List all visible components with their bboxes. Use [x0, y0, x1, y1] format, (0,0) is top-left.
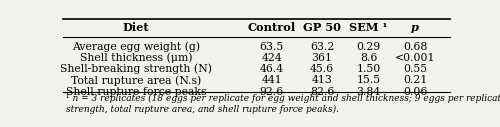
Text: Diet: Diet [123, 22, 150, 33]
Text: Shell rupture force peaks: Shell rupture force peaks [66, 86, 206, 97]
Text: Shell thickness (μm): Shell thickness (μm) [80, 52, 192, 63]
Text: 361: 361 [312, 53, 332, 63]
Text: ¹ n = 3 replicates (18 eggs per replicate for egg weight and shell thickness; 9 : ¹ n = 3 replicates (18 eggs per replicat… [66, 94, 500, 114]
Text: 1.50: 1.50 [356, 64, 381, 74]
Text: Total rupture area (N.s): Total rupture area (N.s) [71, 75, 201, 86]
Text: 0.55: 0.55 [403, 64, 427, 74]
Text: 63.5: 63.5 [260, 42, 284, 52]
Text: <0.001: <0.001 [395, 53, 436, 63]
Text: 424: 424 [262, 53, 282, 63]
Text: 8.6: 8.6 [360, 53, 378, 63]
Text: 0.29: 0.29 [356, 42, 381, 52]
Text: 92.6: 92.6 [260, 86, 284, 97]
Text: Shell-breaking strength (N): Shell-breaking strength (N) [60, 64, 212, 74]
Text: 413: 413 [312, 75, 332, 85]
Text: p: p [411, 22, 419, 33]
Text: 82.6: 82.6 [310, 86, 334, 97]
Text: 0.68: 0.68 [403, 42, 427, 52]
Text: 15.5: 15.5 [356, 75, 380, 85]
Text: 3.84: 3.84 [356, 86, 381, 97]
Text: Control: Control [248, 22, 296, 33]
Text: Average egg weight (g): Average egg weight (g) [72, 41, 200, 52]
Text: 46.4: 46.4 [260, 64, 284, 74]
Text: SEM ¹: SEM ¹ [350, 22, 388, 33]
Text: 45.6: 45.6 [310, 64, 334, 74]
Text: 63.2: 63.2 [310, 42, 334, 52]
Text: 0.21: 0.21 [403, 75, 427, 85]
Text: 0.06: 0.06 [403, 86, 427, 97]
Text: GP 50: GP 50 [303, 22, 341, 33]
Text: 441: 441 [262, 75, 282, 85]
